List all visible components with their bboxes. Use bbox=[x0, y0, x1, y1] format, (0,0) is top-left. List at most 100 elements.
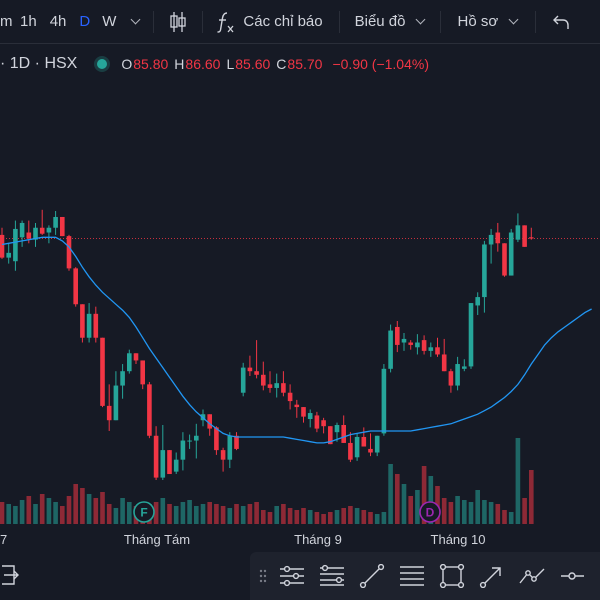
candle-body bbox=[401, 338, 407, 343]
volume-bar bbox=[421, 466, 427, 524]
low-label: L bbox=[226, 56, 235, 72]
event-marker-label: F bbox=[140, 506, 147, 520]
chart-layout-button[interactable]: Biểu đồ bbox=[355, 13, 426, 30]
volume-bar bbox=[214, 504, 219, 524]
tool-rectangle[interactable] bbox=[432, 556, 472, 596]
volume-bar bbox=[334, 510, 340, 524]
volume-bar bbox=[127, 502, 132, 524]
candle-body bbox=[307, 413, 313, 420]
candlestick-icon bbox=[170, 11, 187, 32]
candle-body bbox=[321, 420, 326, 427]
tool-trend-line[interactable] bbox=[352, 556, 392, 596]
interval-day[interactable]: D bbox=[79, 13, 90, 30]
volume-bar bbox=[267, 512, 273, 524]
volume-bar bbox=[227, 508, 233, 524]
candle-body bbox=[435, 347, 440, 355]
interval-4h[interactable]: 4h bbox=[50, 13, 67, 30]
x-axis-label: Tháng 9 bbox=[294, 532, 342, 547]
drawing-toolbar bbox=[250, 552, 600, 600]
volume-bar bbox=[46, 498, 52, 524]
close-label: C bbox=[276, 56, 287, 72]
candle-body bbox=[508, 232, 514, 276]
event-marker[interactable] bbox=[419, 501, 441, 523]
volume-bar bbox=[254, 502, 259, 524]
candle-body bbox=[328, 426, 333, 445]
candle-body bbox=[227, 435, 233, 460]
volume-bar bbox=[106, 504, 112, 524]
volume-bar bbox=[462, 500, 467, 524]
candle-body bbox=[133, 353, 139, 361]
candle-body bbox=[348, 442, 353, 460]
volume-bar bbox=[415, 490, 420, 524]
close-value: 85.70 bbox=[287, 56, 323, 72]
tool-parallel-channel[interactable] bbox=[392, 556, 432, 596]
interval-minutes[interactable]: m bbox=[0, 13, 13, 30]
undo-button[interactable] bbox=[552, 13, 570, 31]
volume-bar bbox=[361, 510, 367, 524]
arrow-icon bbox=[479, 567, 501, 588]
interval-week[interactable]: W bbox=[102, 13, 116, 30]
divider bbox=[153, 10, 155, 33]
rectangle-icon bbox=[439, 564, 465, 588]
symbol-label[interactable]: · 1D · HSX bbox=[0, 55, 78, 72]
tool-arrow[interactable] bbox=[472, 556, 512, 596]
volume-bar bbox=[368, 512, 373, 524]
candle-body bbox=[140, 360, 145, 385]
tool-fib-levels[interactable] bbox=[312, 556, 352, 596]
candle-body bbox=[127, 353, 132, 372]
candle-body bbox=[455, 364, 460, 386]
divider bbox=[535, 10, 537, 33]
candle-body bbox=[294, 404, 300, 408]
profile-button[interactable]: Hồ sơ bbox=[457, 13, 519, 30]
volume-bar bbox=[374, 514, 380, 524]
indicators-button[interactable]: Các chỉ báo bbox=[215, 11, 323, 33]
candle-body bbox=[93, 313, 99, 338]
volume-bar bbox=[294, 510, 300, 524]
candle-body bbox=[106, 405, 112, 421]
function-icon bbox=[217, 11, 234, 33]
horizontal-lines-icon bbox=[280, 565, 304, 587]
candle-body bbox=[66, 236, 72, 269]
volume-bar bbox=[120, 498, 125, 524]
market-status-icon bbox=[97, 59, 108, 69]
candle-body bbox=[381, 368, 387, 434]
top-toolbar: m 1h 4h D W Các chỉ báo Biểu đồ bbox=[0, 0, 600, 44]
tool-horizontal-lines[interactable] bbox=[272, 556, 312, 596]
volume-bar bbox=[167, 504, 172, 524]
price-chart[interactable]: F D 7 Tháng Tám Tháng 9 Tháng 10 bbox=[0, 0, 600, 552]
candle-body bbox=[220, 450, 226, 460]
volume-bar bbox=[33, 504, 38, 524]
volume-bar bbox=[53, 502, 58, 524]
candle-body bbox=[388, 330, 393, 369]
candle-body bbox=[120, 371, 125, 386]
profile-label: Hồ sơ bbox=[457, 13, 499, 30]
volume-bar bbox=[93, 498, 99, 524]
candle-body bbox=[254, 371, 259, 375]
interval-1h[interactable]: 1h bbox=[20, 13, 37, 30]
candle-body bbox=[153, 435, 159, 478]
volume-bar bbox=[113, 508, 119, 524]
volume-bar bbox=[19, 500, 25, 524]
candle-body bbox=[187, 440, 192, 442]
event-marker[interactable] bbox=[133, 501, 155, 523]
candle-body bbox=[113, 385, 119, 421]
volume-bar bbox=[381, 512, 387, 524]
candle-body bbox=[515, 225, 521, 240]
volume-bar bbox=[153, 502, 159, 524]
volume-bar bbox=[468, 502, 474, 524]
chart-type-button[interactable] bbox=[168, 11, 188, 33]
candle-body bbox=[180, 440, 186, 460]
replay-button[interactable] bbox=[0, 562, 22, 588]
candle-body bbox=[314, 415, 320, 429]
divider bbox=[202, 10, 204, 33]
volume-bar bbox=[180, 502, 186, 524]
grip-icon[interactable] bbox=[256, 564, 270, 588]
candle-body bbox=[240, 367, 246, 393]
candle-body bbox=[160, 450, 166, 478]
tool-horizontal-ray[interactable] bbox=[552, 556, 592, 596]
candle-body bbox=[421, 340, 427, 351]
interval-minutes-label: m bbox=[0, 13, 13, 30]
candle-body bbox=[173, 459, 179, 472]
volume-bar bbox=[200, 504, 206, 524]
tool-path[interactable] bbox=[512, 556, 552, 596]
